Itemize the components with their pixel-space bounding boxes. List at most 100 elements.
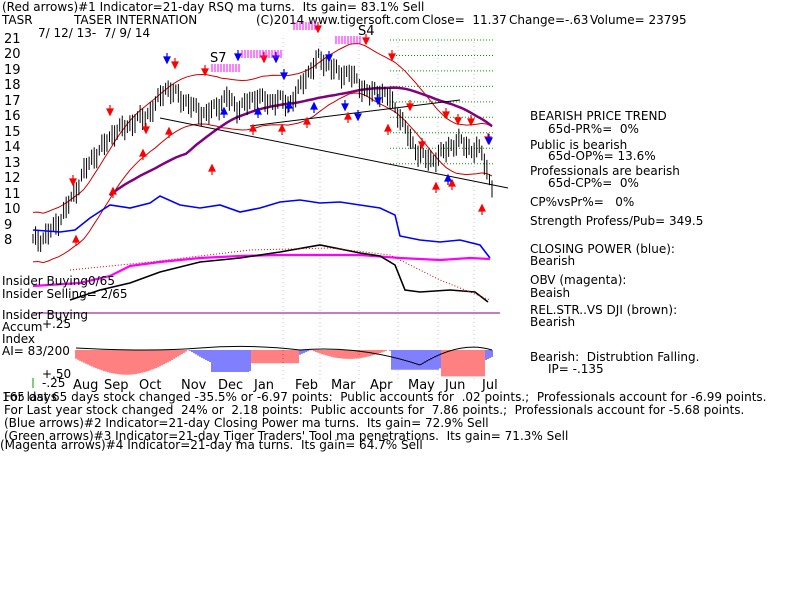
y-tick-label: 17 <box>4 93 21 109</box>
y-tick-label: 13 <box>4 155 21 171</box>
obv-value: Beaish <box>530 286 571 300</box>
insider-buying-label-2: Insider Buying <box>2 308 88 322</box>
signal-arrow-icon <box>374 94 382 106</box>
x-tick-label: Nov <box>181 378 207 393</box>
signal-arrow-icon <box>467 115 475 127</box>
company-name: TASER INTERNATION <box>74 13 198 27</box>
accum-index-ma <box>75 345 493 366</box>
signal-arrow-icon <box>139 148 147 160</box>
signal-arrow-icon <box>344 111 352 123</box>
cp-value: 65d-CP%= 0% <box>548 176 639 190</box>
signal-arrow-icon <box>69 175 77 187</box>
signal-arrow-icon <box>388 50 396 62</box>
signal-arrow-icon <box>406 100 414 112</box>
insider-buying-label: Insider Buying <box>2 274 88 288</box>
footer-line-2: For Last year stock changed 24% or 2.18 … <box>4 403 745 417</box>
y-tick-label: 8 <box>4 233 13 248</box>
x-tick-label: May <box>408 378 435 393</box>
signal-arrow-icon <box>362 34 370 46</box>
y-tick-label: 14 <box>4 140 21 156</box>
footer-line-4: (Green arrows)#3 Indicator=21-day Tiger … <box>4 429 569 443</box>
cpvspr-value: CP%vsPr%= 0% <box>530 195 635 209</box>
closing-power-line <box>32 195 491 259</box>
footer-line-1: For last 65 days stock changed -35.5% or… <box>4 390 767 404</box>
trend-title: BEARISH PRICE TREND <box>530 109 667 123</box>
footer-line-3: (Blue arrows)#2 Indicator=21-day Closing… <box>4 416 489 430</box>
closing-power-title: CLOSING POWER (blue): <box>530 242 675 256</box>
volume-value: Volume= 23795 <box>590 13 687 27</box>
signal-arrow-icon <box>448 178 456 190</box>
accum-label: Accum <box>2 320 43 334</box>
x-tick-label: Mar <box>331 378 356 393</box>
signal-arrow-icon <box>171 58 179 70</box>
signal-arrow-icon <box>220 106 228 118</box>
signal-arrow-icon <box>249 123 257 135</box>
signal-arrow-icon <box>234 50 242 62</box>
obv-title: OBV (magenta): <box>530 273 627 287</box>
y-tick-label: 19 <box>4 62 21 78</box>
signal-arrow-icon <box>72 234 80 246</box>
x-tick-label: Apr <box>370 378 393 393</box>
close-value: Close= 11.37 <box>422 13 507 27</box>
relstr-title: REL.STR..VS DJI (brown): <box>530 303 678 317</box>
indicator-ma-line <box>69 247 491 301</box>
public-status: Public is bearish <box>530 138 628 152</box>
change-value: Change=-.63 <box>509 13 589 27</box>
signal-arrow-icon <box>444 173 452 185</box>
y-tick-label: 16 <box>4 109 21 125</box>
signal-arrow-icon <box>310 101 318 113</box>
signal-arrow-icon <box>106 105 114 117</box>
signal-arrow-icon <box>272 52 280 64</box>
upper-band <box>32 43 493 214</box>
y-tick-label: 20 <box>4 47 21 63</box>
insider-selling-label: Insider Selling= 2/65 <box>2 287 128 301</box>
signal-arrow-icon <box>432 181 440 193</box>
y-tick-label: 9 <box>4 217 13 233</box>
signal-arrow-icon <box>303 116 311 128</box>
ai-plus25: +.25 <box>42 317 72 331</box>
signal-arrow-icon <box>285 100 293 112</box>
x-tick-label: Oct <box>139 378 161 393</box>
x-tick-label: Dec <box>218 378 243 393</box>
ai-title: Bearish: Distrubtion Falling. <box>530 350 700 364</box>
signal-arrow-icon <box>142 123 150 135</box>
signal-arrow-icon <box>384 123 392 135</box>
signal-arrow-icon <box>109 186 117 198</box>
trendline-neckline <box>249 99 461 127</box>
copyright-label: (C)2014 www.tigersoft.com <box>256 13 420 27</box>
signal-arrow-icon <box>454 114 462 126</box>
y-tick-label: 15 <box>4 124 21 140</box>
x-tick-label: Sep <box>104 378 129 393</box>
pros-status: Professionals are bearish <box>530 164 680 178</box>
date-range: 7/ 12/ 13- 7/ 9/ 14 <box>38 26 151 40</box>
insider-buying-fraction: 0/65 <box>88 274 115 288</box>
signal-arrow-icon <box>280 69 288 81</box>
strength-value: Strength Profess/Pub= 349.5 <box>530 214 704 228</box>
moving-average-line <box>108 86 493 197</box>
signal-arrow-icon <box>165 126 173 138</box>
pr-value: 65d-PR%= 0% <box>548 122 639 136</box>
ai-ip: IP= -.135 <box>548 362 604 376</box>
footer-line-0: 165 days <box>2 390 58 404</box>
signal-s7: S7 <box>210 51 227 66</box>
x-tick-label: Jan <box>253 378 274 393</box>
ai-ratio: AI= 83/200 <box>2 344 70 358</box>
signal-arrow-icon <box>325 51 333 63</box>
signal-arrow-icon <box>201 65 209 77</box>
signal-arrow-icon <box>208 163 216 175</box>
y-tick-label: 18 <box>4 78 21 94</box>
signal-arrow-icon <box>278 123 286 135</box>
relative-strength-line <box>69 244 489 303</box>
lower-band <box>32 92 493 264</box>
ticker-label: TASR <box>2 13 33 27</box>
x-tick-label: Aug <box>73 378 98 393</box>
x-tick-label: Feb <box>295 378 318 393</box>
signal-arrow-icon <box>354 110 362 122</box>
y-tick-label: 12 <box>4 171 21 187</box>
ai-minus25: -.25 <box>42 376 66 390</box>
signal-arrow-icon <box>442 108 450 120</box>
signal-arrow-icon <box>260 52 268 64</box>
trendline-down <box>159 117 509 189</box>
